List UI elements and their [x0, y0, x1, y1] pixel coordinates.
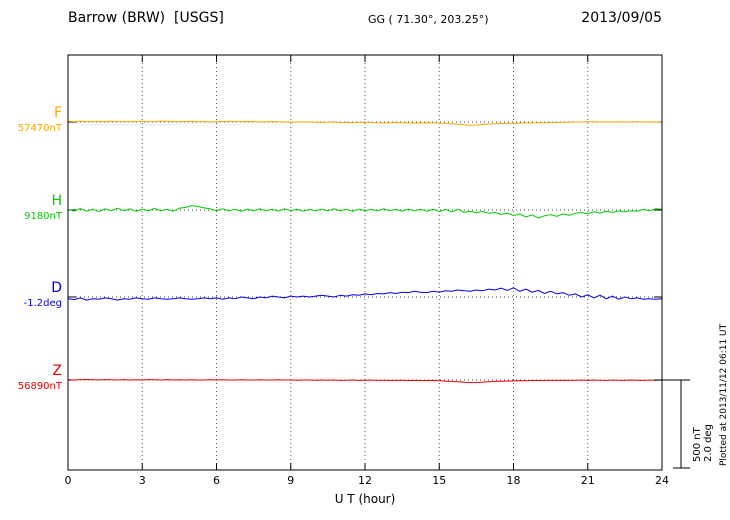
channel-label-D: D -1.2deg [0, 281, 62, 309]
channel-baseline-value-Z: 56890nT [17, 381, 62, 392]
channel-baseline-value-F: 57470nT [17, 123, 62, 134]
x-tick-label: 24 [655, 474, 669, 487]
x-tick-label: 18 [506, 474, 521, 487]
channel-letter-D: D [51, 280, 62, 296]
x-tick-label: 12 [358, 474, 372, 487]
x-tick-label: 0 [64, 474, 72, 487]
plot-date: 2013/09/05 [581, 10, 662, 26]
trace-D [67, 287, 663, 301]
station-title: Barrow (BRW) [USGS] [68, 10, 224, 26]
plot-border [67, 54, 663, 471]
x-tick-label: 3 [138, 474, 146, 487]
x-tick-label: 15 [432, 474, 447, 487]
scale-label-nt: 500 nT [692, 426, 703, 462]
channel-label-Z: Z 56890nT [0, 364, 62, 392]
channel-label-F: F 57470nT [0, 106, 62, 134]
x-tick-label: 6 [213, 474, 220, 487]
x-tick-label: 21 [580, 474, 595, 487]
geo-coordinates: GG ( 71.30°, 203.25°) [368, 13, 489, 26]
scale-label-deg: 2.0 deg [703, 424, 714, 462]
channel-label-H: H 9180nT [0, 194, 62, 222]
channel-letter-Z: Z [52, 363, 62, 379]
trace-H [67, 205, 663, 219]
trace-Z [67, 378, 663, 384]
channel-letter-F: F [53, 105, 62, 121]
trace-F [67, 120, 663, 126]
channel-baseline-value-H: 9180nT [24, 211, 62, 222]
channel-letter-H: H [51, 193, 62, 209]
plotted-at-note: Plotted at 2013/11/12 06:11 UT [719, 323, 729, 466]
x-axis-title: U T (hour) [334, 492, 396, 506]
channel-baseline-value-D: -1.2deg [23, 298, 62, 309]
x-tick-label: 9 [287, 474, 295, 487]
